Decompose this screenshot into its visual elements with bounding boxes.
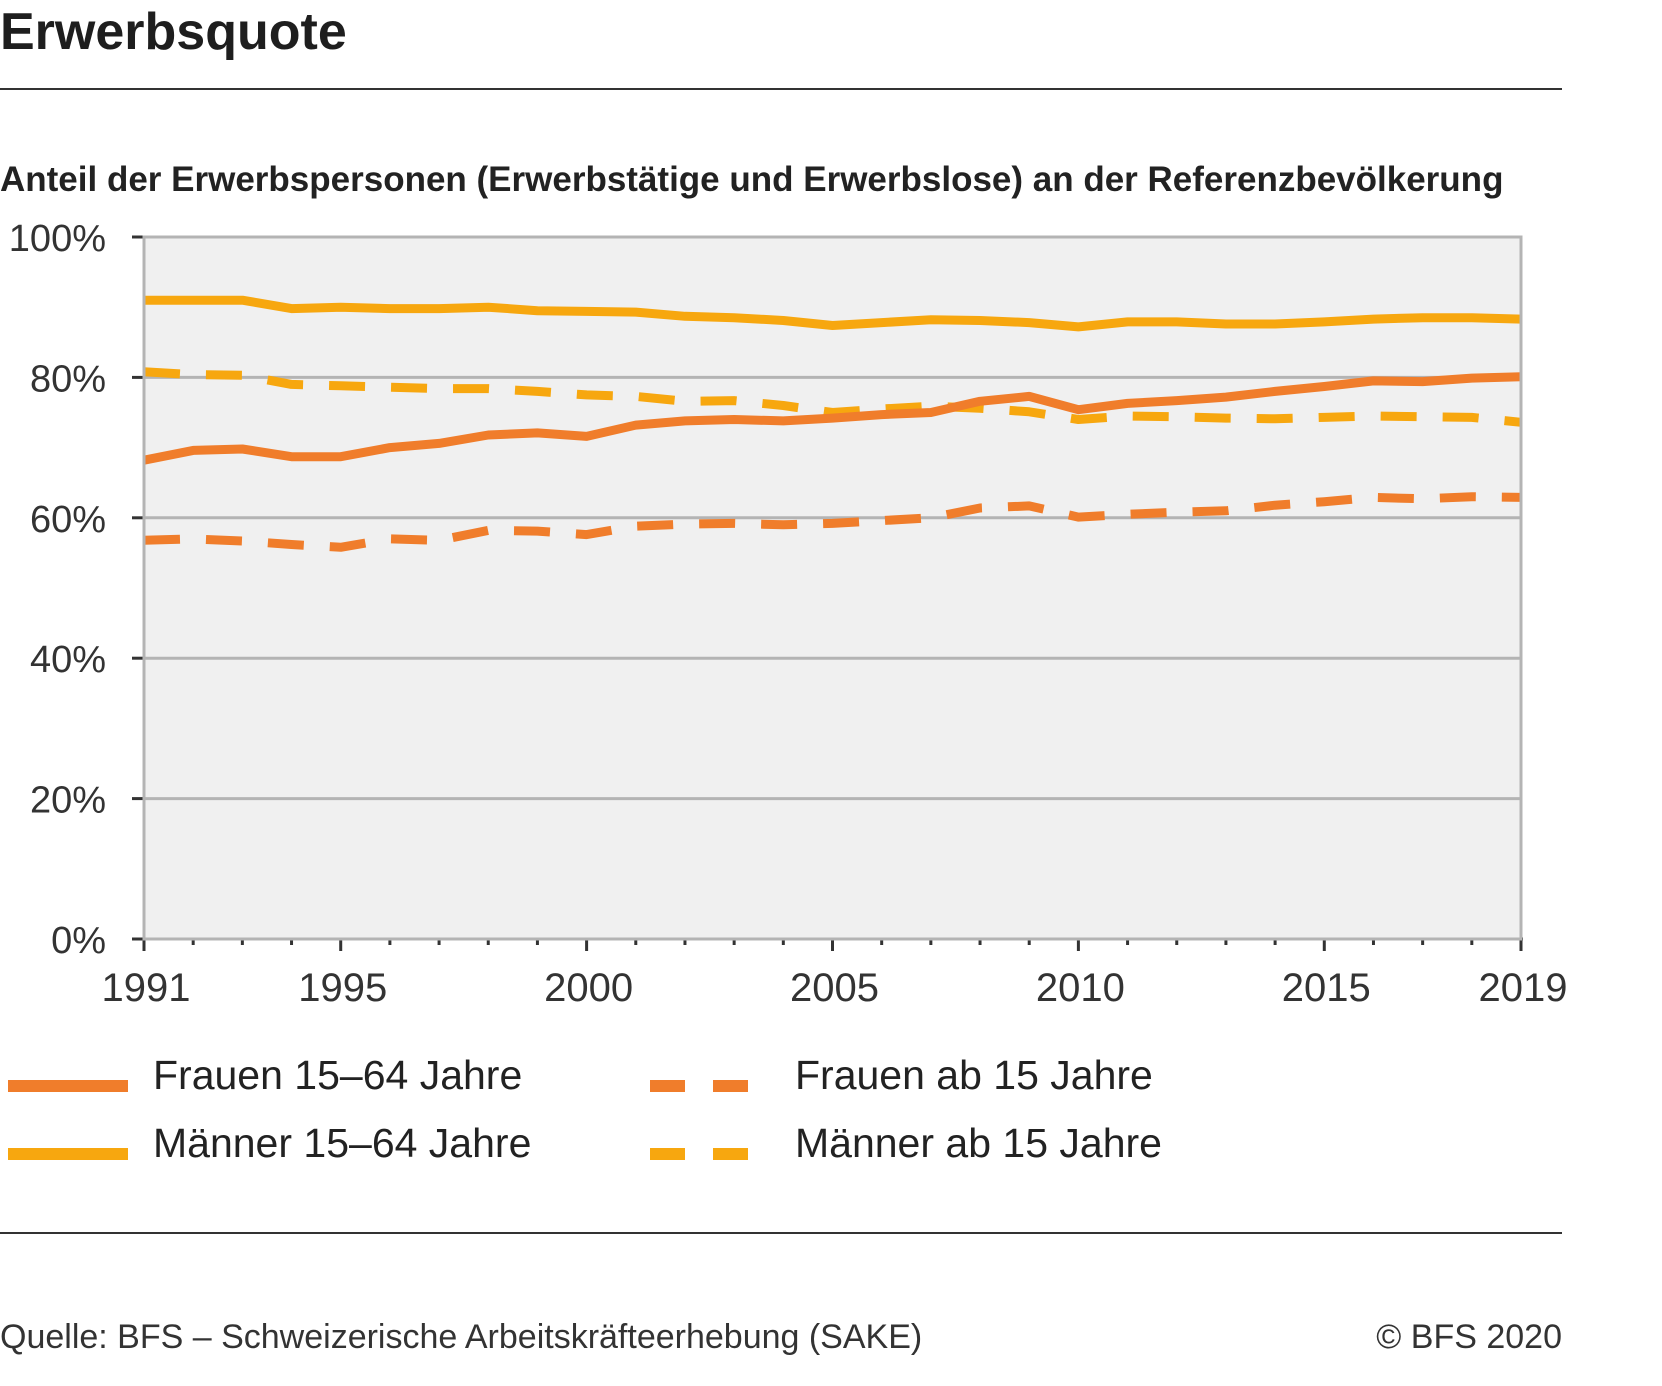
x-tick-label: 2005 (790, 966, 879, 1010)
source-note: Quelle: BFS – Schweizerische Arbeitskräf… (0, 1318, 923, 1356)
legend-swatch-frauen-ab-15 (650, 1080, 770, 1092)
title-rule (0, 88, 1562, 90)
x-tick-label: 1991 (102, 966, 191, 1010)
legend-label: Frauen ab 15 Jahre (795, 1052, 1153, 1098)
y-tick-label: 60% (30, 499, 106, 541)
series-line-frauen-ab-15-jahre (143, 492, 1522, 552)
series-line-männer-ab-15-jahre (143, 367, 1522, 427)
x-tick-label: 2019 (1479, 966, 1568, 1010)
x-tick-label: 1995 (298, 966, 387, 1010)
legend-label: Männer ab 15 Jahre (795, 1120, 1162, 1166)
plot-area (144, 237, 1521, 939)
y-tick-label: 0% (51, 920, 106, 962)
line-chart: 0% 20% 40% 60% 80% 100% 1991 1995 2000 2005 2010 2… (9, 220, 1568, 1010)
series-line-männer-15-64-jahre (144, 295, 1522, 332)
footer-rule (0, 1232, 1562, 1234)
x-tick-label: 2015 (1282, 966, 1371, 1010)
legend-swatch-frauen-15-64 (8, 1080, 128, 1092)
chart-title: Erwerbsquote (0, 3, 347, 61)
chart-subtitle: Anteil der Erwerbspersonen (Erwerbstätig… (0, 160, 1504, 199)
y-tick-label: 100% (9, 220, 106, 260)
series-line-frauen-15-64-jahre (143, 372, 1522, 465)
copyright: © BFS 2020 (1376, 1318, 1562, 1356)
y-axis-ticks: 0% 20% 40% 60% 80% 100% (9, 220, 146, 962)
legend-label: Frauen 15–64 Jahre (153, 1052, 523, 1098)
legend-label: Männer 15–64 Jahre (153, 1120, 532, 1166)
series-lines (143, 295, 1522, 552)
legend-swatch-maenner-ab-15 (650, 1148, 770, 1160)
y-tick-label: 80% (30, 358, 106, 400)
legend-swatch-maenner-15-64 (8, 1148, 128, 1160)
plot-frame (142, 235, 1523, 941)
x-tick-label: 2000 (544, 966, 633, 1010)
y-tick-label: 40% (30, 639, 106, 681)
x-axis-ticks: 1991 1995 2000 2005 2010 2015 2019 (102, 937, 1568, 1010)
x-tick-label: 2010 (1036, 966, 1125, 1010)
y-tick-label: 20% (30, 780, 106, 822)
